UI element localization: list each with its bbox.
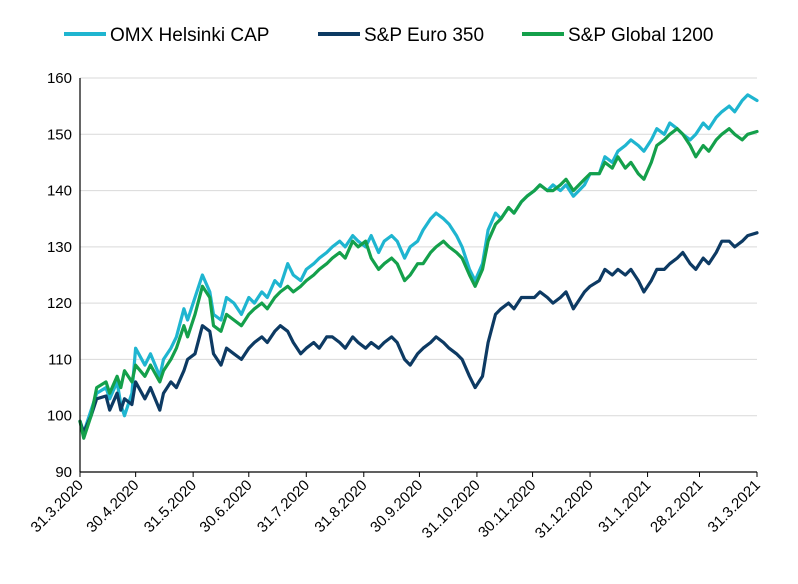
y-tick-label: 140 <box>47 183 72 200</box>
x-tick-label: 31.3.2020 <box>28 477 87 536</box>
x-tick-label: 31.3.2021 <box>705 477 764 536</box>
y-tick-label: 160 <box>47 70 72 87</box>
y-axis-ticks: 90 100 110 120 130 140 150 160 <box>47 70 72 481</box>
legend-label: S&P Euro 350 <box>364 25 484 46</box>
x-axis-ticks: 31.3.202030.4.202031.5.202030.6.202031.7… <box>28 472 764 542</box>
x-tick-label: 31.8.2020 <box>311 477 370 536</box>
legend-label: OMX Helsinki CAP <box>110 25 269 46</box>
x-tick-label: 30.6.2020 <box>196 477 255 536</box>
y-tick-label: 100 <box>47 408 72 425</box>
legend-label: S&P Global 1200 <box>568 25 713 46</box>
x-tick-label: 31.10.2020 <box>419 477 484 542</box>
series-line-0 <box>78 93 759 435</box>
y-tick-label: 120 <box>47 295 72 312</box>
x-tick-label: 31.12.2020 <box>532 477 597 542</box>
legend: OMX Helsinki CAP S&P Euro 350 S&P Global 1… <box>64 25 713 46</box>
y-tick-label: 130 <box>47 239 72 256</box>
x-tick-label: 30.4.2020 <box>83 477 142 536</box>
y-tick-label: 150 <box>47 126 72 143</box>
y-tick-label: 90 <box>55 464 72 481</box>
x-tick-label: 31.5.2020 <box>141 477 200 536</box>
series-line-1 <box>78 231 759 435</box>
y-tick-label: 110 <box>48 351 72 368</box>
series-line-2 <box>78 127 759 440</box>
x-tick-label: 31.7.2020 <box>254 477 313 536</box>
x-tick-label: 30.11.2020 <box>475 477 539 541</box>
x-tick-label: 31.1.2021 <box>595 477 654 536</box>
x-tick-label: 28.2.2021 <box>647 477 706 536</box>
series-lines <box>78 93 759 440</box>
x-tick-label: 30.9.2020 <box>367 477 426 536</box>
